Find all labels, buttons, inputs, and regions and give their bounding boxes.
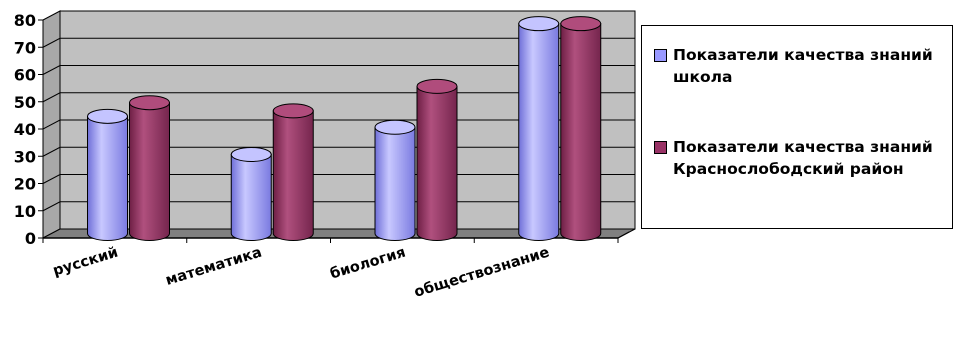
x-axis-end	[617, 231, 630, 239]
bar-body	[374, 126, 416, 241]
bar-body	[87, 115, 128, 241]
x-tick-label: обществознание	[412, 244, 551, 300]
legend-label-district: Показатели качества знаний Краснослободс…	[673, 138, 933, 178]
bar-school	[230, 146, 272, 241]
bar-top	[272, 103, 314, 119]
bar-top	[416, 78, 458, 94]
y-tick-label: 0	[25, 229, 36, 248]
bar-top	[129, 95, 170, 111]
y-tick-label: 60	[14, 66, 36, 85]
bar-school	[518, 16, 560, 241]
x-tick-label: русский	[51, 245, 120, 280]
y-tick-label: 80	[14, 11, 36, 30]
bar-body	[560, 23, 602, 241]
bar-top	[518, 16, 560, 32]
legend-item-school: Показатели качества знаний школа	[654, 44, 945, 88]
legend-item-district: Показатели качества знаний Краснослободс…	[654, 136, 945, 180]
legend: Показатели качества знаний школа Показат…	[641, 25, 953, 229]
x-tick-label: биология	[328, 245, 407, 283]
x-tick-label: математика	[164, 245, 264, 289]
legend-swatch-district	[654, 141, 667, 154]
bar-body	[518, 23, 560, 241]
bar-body	[129, 102, 170, 241]
bar-top	[374, 119, 416, 135]
gridline	[42, 65, 635, 75]
bar-top	[87, 108, 128, 124]
legend-swatch-school	[654, 49, 667, 62]
bar-body	[230, 153, 272, 241]
y-tick-label: 70	[14, 38, 36, 57]
bar-district	[272, 103, 314, 241]
bar-district	[416, 78, 458, 241]
bar-top	[230, 146, 272, 162]
bar-district	[129, 95, 170, 241]
y-tick-label: 40	[14, 120, 36, 139]
bar-body	[272, 110, 314, 241]
y-tick-label: 50	[14, 93, 36, 112]
bar-district	[560, 16, 602, 241]
bar-school	[87, 108, 128, 241]
y-tick-label: 10	[14, 202, 36, 221]
legend-label-school: Показатели качества знаний школа	[673, 46, 933, 86]
bar-school	[374, 119, 416, 241]
bar-top	[560, 16, 602, 32]
gridline	[42, 37, 635, 48]
bar-body	[416, 85, 458, 241]
y-tick-label: 20	[14, 175, 36, 194]
y-tick-label: 30	[14, 147, 36, 166]
